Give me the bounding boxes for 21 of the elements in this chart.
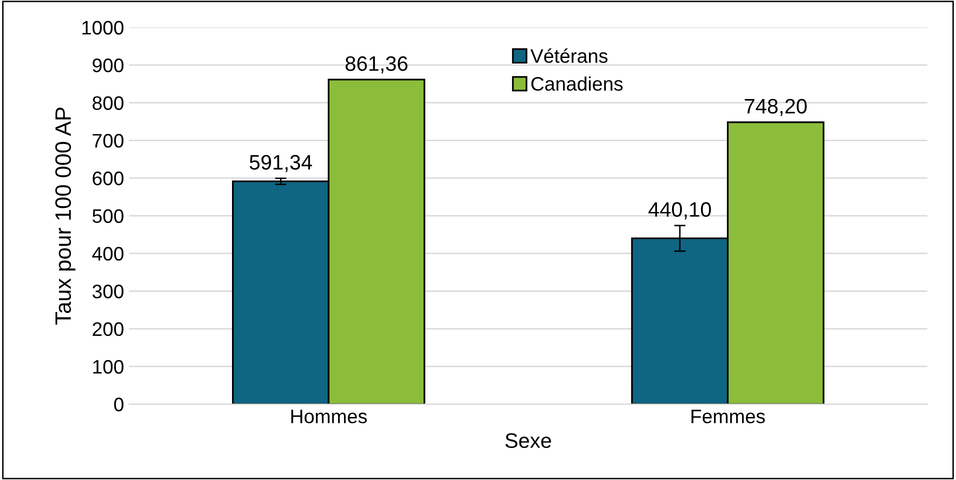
x-axis-title: Sexe bbox=[505, 433, 552, 448]
y-tick-label: 300 bbox=[92, 284, 124, 298]
y-tick-label: 1000 bbox=[82, 20, 124, 35]
data-label: 591,34 bbox=[250, 154, 312, 172]
y-tick-label: 600 bbox=[92, 172, 124, 186]
data-label: 861,36 bbox=[346, 56, 408, 74]
legend-label: Vétérans bbox=[530, 48, 608, 63]
x-tick-label: Hommes bbox=[291, 410, 367, 424]
y-tick-label: 200 bbox=[92, 322, 124, 336]
y-tick-label: 800 bbox=[92, 96, 124, 110]
y-tick-label: 700 bbox=[92, 134, 124, 148]
y-tick-label: 0 bbox=[114, 398, 124, 412]
legend-label: Canadiens bbox=[531, 76, 623, 91]
x-tick-label: Femmes bbox=[692, 410, 765, 424]
y-tick-label: 400 bbox=[92, 246, 124, 261]
y-tick-label: 500 bbox=[92, 209, 124, 223]
y-tick-label: 100 bbox=[93, 360, 124, 374]
data-label: 748,20 bbox=[744, 98, 807, 116]
data-label: 440,10 bbox=[648, 202, 711, 220]
y-tick-label: 900 bbox=[92, 58, 124, 72]
y-axis-title: Taux pour 100 000 AP bbox=[55, 108, 76, 325]
